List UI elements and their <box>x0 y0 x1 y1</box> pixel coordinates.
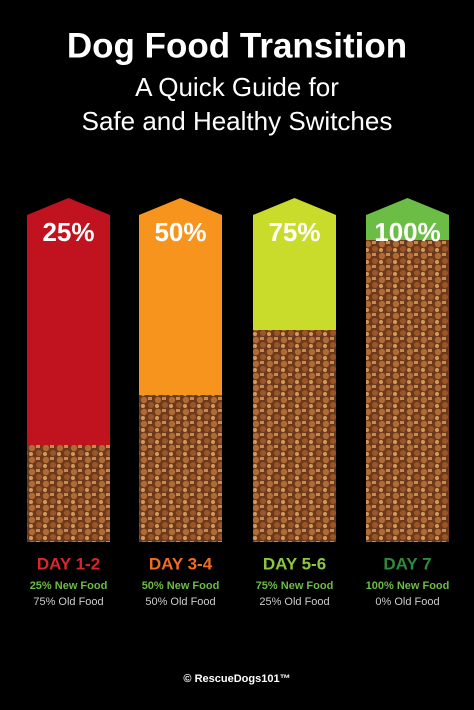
day-label: DAY 5-6 <box>263 554 326 573</box>
day-label: DAY 1-2 <box>37 554 100 573</box>
day-label: DAY 3-4 <box>149 554 213 573</box>
kibble <box>366 240 449 542</box>
day-label: DAY 7 <box>383 554 431 573</box>
percent-label: 75% <box>268 217 320 247</box>
columns: 25% DAY 1-2 25% New Food 75% Old Food 50% DAY… <box>27 198 449 608</box>
subtitle: Safe and Healthy Switches <box>82 106 393 136</box>
new-food: 100% New Food <box>366 580 450 592</box>
kibble <box>27 445 110 542</box>
percent-label: 100% <box>374 217 441 247</box>
percent-label: 50% <box>154 217 206 247</box>
new-food: 75% New Food <box>256 580 334 592</box>
old-food: 50% Old Food <box>145 596 215 608</box>
title: Dog Food Transition <box>67 26 407 65</box>
old-food: 0% Old Food <box>375 596 439 608</box>
subtitle: A Quick Guide for <box>135 72 339 102</box>
percent-label: 25% <box>42 217 94 247</box>
old-food: 75% Old Food <box>33 596 103 608</box>
kibble <box>253 330 336 542</box>
new-food: 25% New Food <box>30 580 108 592</box>
new-food: 50% New Food <box>142 580 220 592</box>
kibble <box>139 395 222 542</box>
old-food: 25% Old Food <box>259 596 329 608</box>
footer: © RescueDogs101™ <box>183 673 290 685</box>
